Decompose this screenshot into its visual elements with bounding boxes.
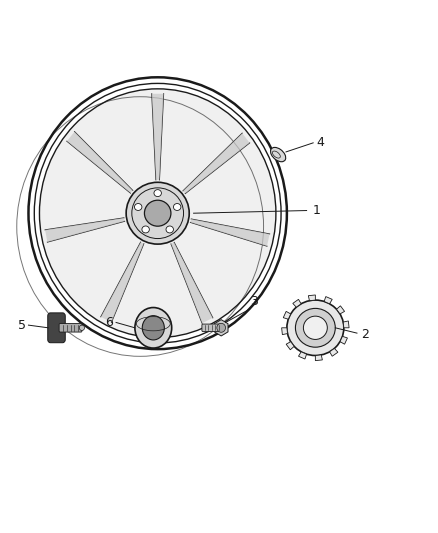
Polygon shape	[171, 243, 213, 324]
Ellipse shape	[40, 89, 276, 337]
Polygon shape	[343, 321, 349, 328]
Text: 6: 6	[105, 316, 113, 329]
FancyBboxPatch shape	[202, 324, 222, 332]
Polygon shape	[183, 133, 250, 193]
Ellipse shape	[79, 325, 85, 330]
Polygon shape	[101, 242, 144, 322]
Text: 2: 2	[361, 328, 369, 341]
Ellipse shape	[135, 308, 172, 348]
FancyBboxPatch shape	[48, 313, 65, 343]
Polygon shape	[67, 132, 133, 193]
Ellipse shape	[142, 316, 164, 340]
Ellipse shape	[287, 300, 344, 356]
Polygon shape	[299, 352, 307, 359]
Text: 5: 5	[18, 319, 26, 332]
Polygon shape	[329, 349, 338, 356]
Ellipse shape	[217, 324, 226, 332]
Polygon shape	[282, 328, 287, 335]
Ellipse shape	[145, 200, 171, 226]
Text: 3: 3	[251, 295, 258, 308]
Ellipse shape	[173, 204, 181, 211]
Ellipse shape	[304, 316, 327, 340]
Polygon shape	[152, 94, 164, 180]
Polygon shape	[214, 320, 228, 336]
Polygon shape	[340, 336, 347, 344]
Polygon shape	[286, 342, 294, 350]
Polygon shape	[315, 355, 322, 361]
FancyBboxPatch shape	[59, 324, 82, 332]
Polygon shape	[45, 218, 125, 242]
Ellipse shape	[154, 190, 162, 197]
Ellipse shape	[126, 182, 189, 244]
Ellipse shape	[134, 204, 142, 211]
Text: 1: 1	[313, 204, 321, 217]
Polygon shape	[293, 300, 301, 307]
Ellipse shape	[142, 226, 149, 233]
Polygon shape	[324, 296, 332, 304]
Ellipse shape	[296, 309, 336, 347]
Polygon shape	[283, 311, 291, 319]
Ellipse shape	[166, 226, 173, 233]
Text: 4: 4	[316, 136, 324, 149]
Polygon shape	[336, 306, 345, 314]
Polygon shape	[191, 219, 270, 246]
Polygon shape	[308, 295, 315, 301]
Ellipse shape	[271, 148, 286, 161]
